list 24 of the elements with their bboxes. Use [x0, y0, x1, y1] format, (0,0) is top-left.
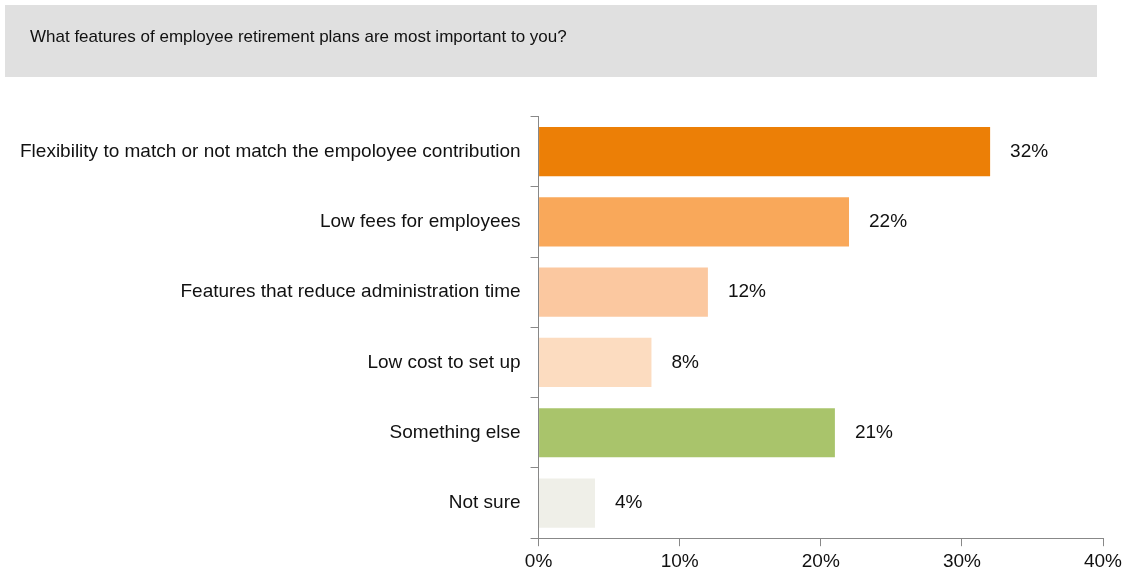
x-tick-label: 20% [801, 549, 840, 571]
bar [539, 478, 596, 528]
bar [539, 197, 850, 247]
y-tick-label: Flexibility to match or not match the empoloyee contribution [20, 139, 521, 161]
x-tick-label: 10% [660, 549, 699, 571]
data-label: 22% [869, 210, 908, 232]
bar [539, 126, 991, 177]
x-tick-label: 30% [942, 549, 982, 571]
y-tick-label: Low cost to set up [367, 350, 521, 372]
data-label: 12% [727, 280, 767, 302]
data-label: 8% [671, 350, 700, 372]
y-tick-label: Features that reduce administration time [180, 280, 521, 302]
text: What features of employee retirement plans are most important to you? [5, 5, 1097, 77]
bar [539, 408, 835, 458]
data-label: 32% [1010, 139, 1049, 161]
data-label: 21% [854, 420, 894, 442]
y-tick-label: Something else [389, 420, 521, 442]
x-tick-label: 40% [1083, 549, 1123, 571]
bar [539, 267, 708, 317]
y-tick-label: Not sure [448, 491, 521, 513]
y-tick-label: Low fees for employees [319, 210, 521, 232]
bar [539, 337, 652, 388]
data-label: 4% [615, 491, 643, 513]
x-tick-label: 0% [524, 549, 553, 571]
